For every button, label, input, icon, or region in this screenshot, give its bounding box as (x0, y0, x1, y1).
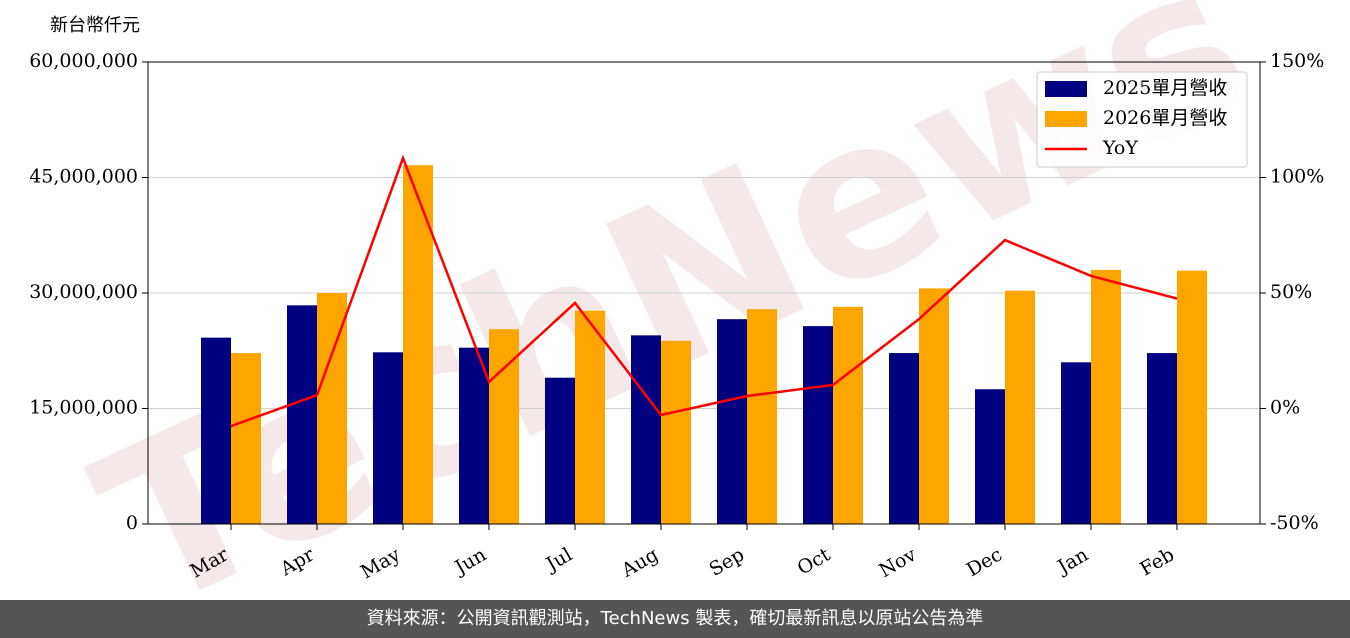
y-axis-label: 新台幣仟元 (50, 15, 140, 36)
y2-tick-label: -50% (1270, 512, 1319, 534)
bar (545, 377, 575, 524)
y2-tick-label: 50% (1270, 281, 1312, 303)
y-tick-label: 15,000,000 (29, 397, 138, 419)
bar (1005, 290, 1035, 524)
y2-tick-label: 100% (1270, 166, 1324, 188)
bar (1177, 270, 1207, 524)
bar (489, 329, 519, 524)
y-tick-label: 30,000,000 (29, 281, 138, 303)
bar (919, 288, 949, 524)
bar (975, 389, 1005, 524)
bar (631, 335, 661, 524)
x-tick-label: Jun (449, 544, 490, 580)
bar (661, 340, 691, 524)
x-tick-label: Sep (705, 544, 748, 581)
bar (747, 309, 777, 524)
bar (803, 326, 833, 524)
bar (403, 165, 433, 524)
bar (459, 347, 489, 524)
bar (833, 306, 863, 524)
legend-label: 2025單月營收 (1103, 77, 1227, 99)
legend-swatch (1045, 81, 1087, 97)
x-tick-label: Aug (617, 544, 662, 583)
bar (373, 352, 403, 524)
chart: 新台幣仟元 TechNews015,000,00030,000,00045,00… (29, 0, 1324, 638)
legend-swatch (1045, 111, 1087, 127)
legend (1036, 71, 1248, 168)
y-tick-label: 45,000,000 (29, 166, 138, 188)
footer: 資料來源：公開資訊觀測站，TechNews 製表，確切最新訊息以原站公告為準 (0, 600, 1350, 638)
y-tick-label: 0 (126, 512, 138, 534)
x-tick-label: Jan (1052, 544, 1092, 580)
x-tick-label: Nov (875, 543, 920, 582)
y2-tick-label: 150% (1270, 50, 1324, 72)
bar (1147, 353, 1177, 524)
bar (1091, 269, 1121, 524)
bar (575, 310, 605, 524)
bar (889, 353, 919, 524)
x-tick-label: Feb (1136, 544, 1178, 581)
plot-frame (147, 61, 1261, 525)
y-tick-label: 60,000,000 (29, 50, 138, 72)
bar (317, 293, 347, 524)
bar (231, 353, 261, 524)
bar (201, 337, 231, 524)
x-tick-label: Jul (541, 544, 576, 577)
y2-tick-label: 0% (1270, 397, 1300, 419)
x-tick-label: Oct (794, 543, 835, 579)
bar (717, 319, 747, 524)
line (230, 154, 1178, 428)
x-tick-label: Dec (963, 544, 1006, 582)
legend-label: 2026單月營收 (1103, 107, 1227, 129)
legend-label: YoY (1102, 137, 1138, 159)
bar (287, 305, 317, 524)
bar (1061, 362, 1091, 524)
